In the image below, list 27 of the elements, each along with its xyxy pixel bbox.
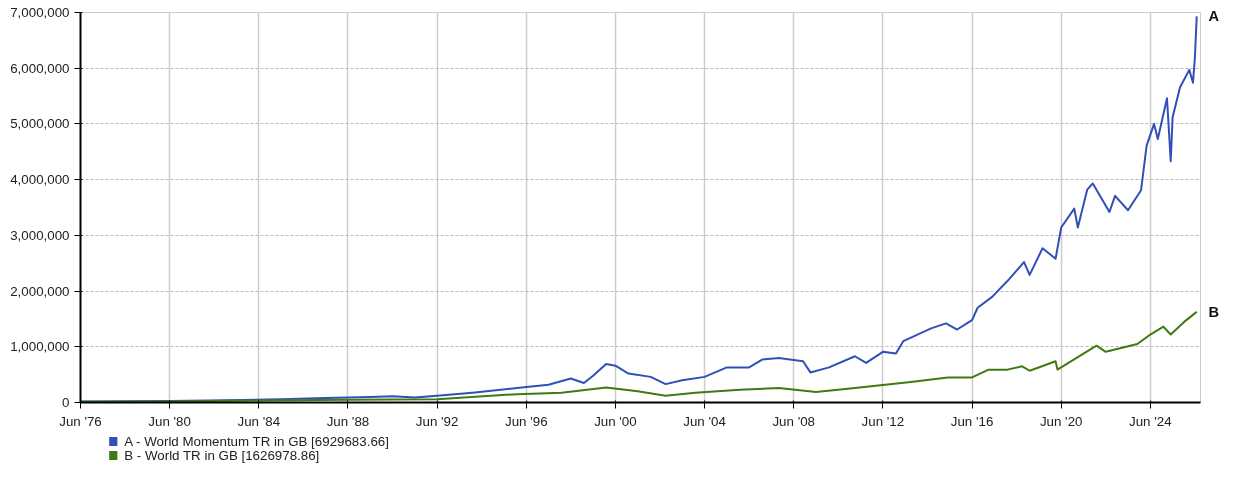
text: B <box>1208 303 1220 320</box>
x-tick-label: Jun '16 <box>950 413 994 429</box>
y-tick-label: 1,000,000 <box>10 339 70 355</box>
y-tick-label: 3,000,000 <box>10 227 70 243</box>
x-tick-label: Jun '80 <box>148 413 191 429</box>
text: A <box>1208 8 1220 25</box>
legend-label: B - World TR in GB [1626978.86] <box>124 448 320 463</box>
y-tick-label: 0 <box>62 395 70 410</box>
x-tick-label: Jun '92 <box>415 413 459 429</box>
x-tick-label: Jun '76 <box>59 413 102 429</box>
y-tick-label: 2,000,000 <box>10 283 70 299</box>
x-tick-label: Jun '20 <box>1039 413 1083 429</box>
y-tick-label: 5,000,000 <box>10 116 70 132</box>
x-tick-label: Jun '96 <box>504 413 548 429</box>
line-series <box>80 15 1198 403</box>
x-tick-label: Jun '84 <box>237 413 281 429</box>
x-tick-label: Jun '24 <box>1129 413 1173 429</box>
x-tick-label: Jun '12 <box>861 413 905 429</box>
y-tick-label: 7,000,000 <box>10 5 70 20</box>
y-tick-label: 4,000,000 <box>10 172 70 188</box>
x-tick-label: Jun '08 <box>772 413 816 429</box>
legend-label: A - World Momentum TR in GB [6929683.66] <box>124 434 389 449</box>
y-tick-label: 6,000,000 <box>10 60 70 76</box>
x-tick-label: Jun '00 <box>594 413 637 429</box>
x-tick-label: Jun '04 <box>683 413 727 429</box>
x-tick-label: Jun '88 <box>326 413 370 429</box>
line-series <box>80 310 1198 403</box>
